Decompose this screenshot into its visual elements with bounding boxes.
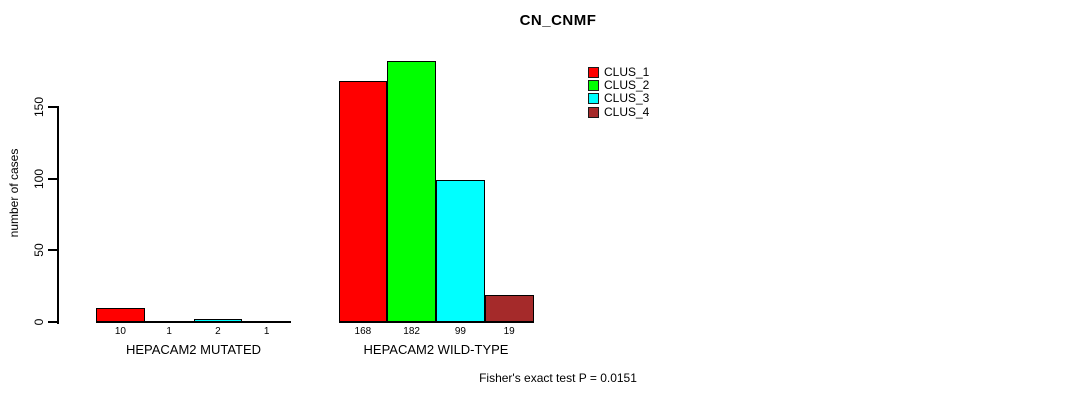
group-baseline [96, 321, 291, 323]
fisher-test-annotation: Fisher's exact test P = 0.0151 [479, 371, 637, 385]
group-label: HEPACAM2 WILD-TYPE [363, 342, 509, 357]
legend-label: CLUS_4 [604, 104, 650, 119]
bar-clus_1 [338, 81, 388, 322]
bar-value-label: 182 [403, 326, 420, 337]
legend-item: CLUS_1 [588, 66, 649, 79]
bar-value-label: 1 [166, 326, 172, 337]
legend: CLUS_1 CLUS_2 CLUS_3 CLUS_4 [588, 66, 649, 119]
y-tick-label: 150 [32, 96, 46, 118]
bar-clus_2 [387, 61, 436, 322]
bar-value-label: 1 [263, 326, 270, 337]
bar-clus_1 [96, 308, 145, 322]
bar-value-label: 19 [503, 326, 515, 337]
bar-value-label: 2 [215, 326, 221, 337]
legend-item: CLUS_2 [588, 79, 649, 92]
legend-swatch [588, 67, 599, 79]
legend-label: CLUS_2 [604, 78, 650, 93]
legend-swatch [588, 93, 599, 105]
y-axis-tick [48, 321, 57, 323]
group-baseline [338, 321, 534, 323]
legend-label: CLUS_1 [604, 65, 650, 80]
bar-clus_3 [436, 180, 485, 322]
y-axis-tick [48, 249, 57, 252]
y-tick-label: 100 [32, 168, 46, 189]
bar-value-label: 10 [114, 326, 126, 337]
bar-value-label: 168 [354, 326, 372, 337]
group-label: HEPACAM2 MUTATED [125, 342, 262, 357]
chart-title: CN_CNMF [519, 12, 597, 29]
bar-value-label: 99 [454, 326, 466, 337]
y-tick-label: 50 [32, 243, 46, 258]
legend-label: CLUS_3 [604, 91, 650, 106]
bar-clus_4 [484, 295, 534, 322]
legend-swatch [588, 80, 599, 92]
legend-swatch [588, 106, 599, 118]
y-axis-tick [48, 177, 57, 180]
y-axis-line [57, 106, 59, 324]
legend-item: CLUS_4 [588, 104, 650, 119]
y-tick-label: 0 [32, 318, 46, 326]
y-axis-tick [48, 106, 57, 108]
legend-item: CLUS_3 [588, 92, 649, 105]
